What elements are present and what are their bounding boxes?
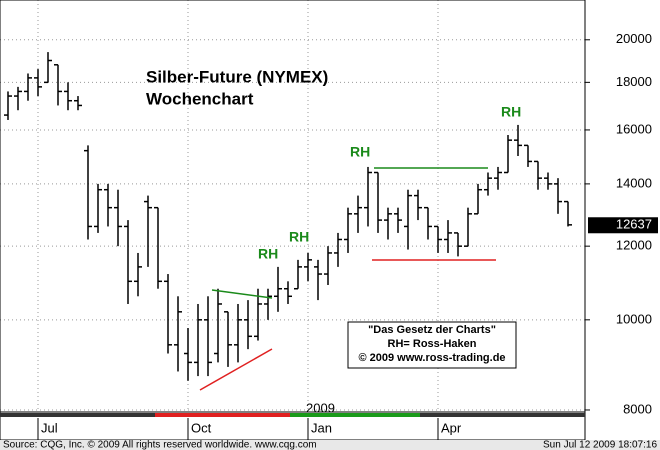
info-text: "Das Gesetz der Charts" — [368, 324, 496, 336]
y-tick-label: 10000 — [616, 311, 652, 326]
last-price-box — [588, 217, 658, 234]
x-tick-label: Jan — [311, 420, 332, 435]
info-text: RH= Ross-Haken — [388, 338, 477, 350]
period-strip — [290, 413, 420, 417]
info-box — [347, 321, 517, 369]
y-tick-label: 20000 — [616, 31, 652, 46]
annotation: RH — [501, 104, 521, 120]
info-text: © 2009 www.ross-trading.de — [358, 352, 505, 364]
y-tick-label: 12000 — [616, 238, 652, 253]
annotation: RH — [289, 229, 309, 245]
grid — [0, 0, 585, 412]
bars — [4, 52, 572, 381]
trend-line — [211, 289, 273, 299]
y-tick-label: 16000 — [616, 121, 652, 136]
y-tick-label: 14000 — [616, 175, 652, 190]
footer-timestamp: Sun Jul 12 2009 18:07:16 — [543, 440, 657, 450]
chart-subtitle: Wochenchart — [146, 89, 254, 108]
year-label: 2009 — [306, 400, 335, 415]
footer-source: Source: CQG, Inc. © 2009 All rights rese… — [3, 440, 317, 450]
y-tick-label: 8000 — [623, 401, 652, 416]
chart-title: Silber-Future (NYMEX) — [146, 67, 328, 86]
y-tick-label: 18000 — [616, 74, 652, 89]
period-strip — [155, 413, 290, 417]
x-tick-label: Jul — [41, 420, 58, 435]
period-strip — [420, 413, 585, 417]
annotation: RH — [350, 144, 370, 160]
annotation: RH — [258, 246, 278, 262]
x-tick-label: Oct — [191, 420, 212, 435]
x-tick-label: Apr — [441, 420, 462, 435]
last-price-label: 12637 — [616, 217, 652, 232]
period-strip — [0, 413, 155, 417]
trend-line — [199, 348, 273, 391]
footer-bar — [0, 440, 660, 450]
